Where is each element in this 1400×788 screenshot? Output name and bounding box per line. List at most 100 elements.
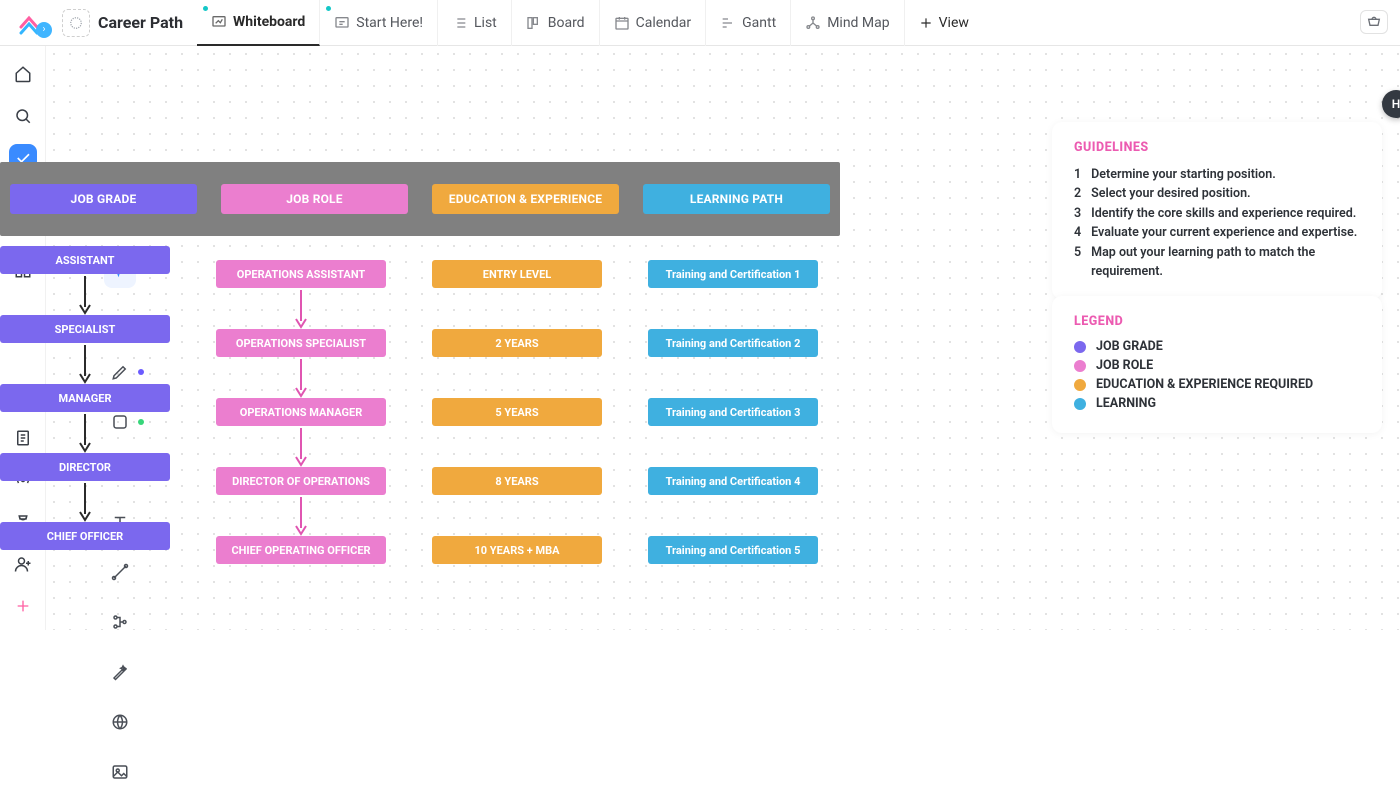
- tool-image[interactable]: [104, 756, 136, 788]
- guideline-number: 1: [1074, 165, 1081, 184]
- view-tab-label: Mind Map: [827, 15, 889, 31]
- header-learning: LEARNING PATH: [643, 184, 830, 214]
- card-job_grade[interactable]: DIRECTOR: [0, 453, 170, 481]
- card-job_role[interactable]: OPERATIONS ASSISTANT: [216, 260, 386, 288]
- tool-magic[interactable]: [104, 656, 136, 688]
- header-education: EDUCATION & EXPERIENCE: [432, 184, 619, 214]
- avatar[interactable]: H: [1382, 90, 1400, 118]
- column-job_grade: ASSISTANT SPECIALIST MANAGER DIRECTOR CHIEF …: [0, 246, 170, 564]
- guideline-number: 2: [1074, 184, 1081, 203]
- guideline-text: Determine your starting position.: [1091, 165, 1276, 184]
- view-tab-calendar[interactable]: Calendar: [600, 0, 707, 46]
- tool-web[interactable]: [104, 706, 136, 738]
- card-job_role[interactable]: OPERATIONS MANAGER: [216, 398, 386, 426]
- view-tab-label: List: [474, 15, 497, 31]
- view-tab-label: Board: [548, 15, 585, 31]
- arrow-icon: [216, 357, 386, 398]
- guideline-row: 2 Select your desired position.: [1074, 184, 1360, 203]
- legend-row: JOB ROLE: [1074, 358, 1360, 373]
- card-job_grade[interactable]: SPECIALIST: [0, 315, 170, 343]
- legend-color-dot: [1074, 360, 1086, 372]
- card-learning[interactable]: Training and Certification 2: [648, 329, 818, 357]
- guidelines-title: GUIDELINES: [1074, 140, 1360, 155]
- column-job_role: OPERATIONS ASSISTANT OPERATIONS SPECIALIS…: [216, 260, 386, 564]
- card-job_grade[interactable]: MANAGER: [0, 384, 170, 412]
- legend-row: JOB GRADE: [1074, 339, 1360, 354]
- view-tab-whiteboard[interactable]: Whiteboard: [197, 0, 320, 46]
- view-tab-label: Start Here!: [356, 15, 423, 31]
- page-title[interactable]: Career Path: [98, 13, 183, 32]
- view-tab-gantt[interactable]: Gantt: [706, 0, 791, 46]
- view-tab-mindmap[interactable]: Mind Map: [791, 0, 904, 46]
- card-education[interactable]: 10 YEARS + MBA: [432, 536, 602, 564]
- career-path-board: JOB GRADE JOB ROLE EDUCATION & EXPERIENC…: [0, 162, 840, 564]
- view-tab-start[interactable]: Start Here!: [320, 0, 438, 46]
- card-job_grade[interactable]: CHIEF OFFICER: [0, 522, 170, 550]
- header-job-grade: JOB GRADE: [10, 184, 197, 214]
- card-education[interactable]: ENTRY LEVEL: [432, 260, 602, 288]
- card-job_grade[interactable]: ASSISTANT: [0, 246, 170, 274]
- card-learning[interactable]: Training and Certification 4: [648, 467, 818, 495]
- arrow-icon: [216, 495, 386, 536]
- app-logo[interactable]: ›: [10, 10, 48, 36]
- page-icon-placeholder[interactable]: [62, 9, 90, 37]
- view-tab-label: Whiteboard: [233, 14, 305, 30]
- guideline-text: Evaluate your current experience and exp…: [1091, 223, 1357, 242]
- card-job_role[interactable]: DIRECTOR OF OPERATIONS: [216, 467, 386, 495]
- whiteboard-canvas[interactable]: JOB GRADE JOB ROLE EDUCATION & EXPERIENC…: [46, 46, 1400, 630]
- guideline-number: 5: [1074, 243, 1081, 282]
- column-gap: [432, 495, 602, 536]
- legend-row: LEARNING: [1074, 396, 1360, 411]
- topbar: › Career Path Whiteboard Start Here! List B…: [0, 0, 1400, 46]
- view-tabs: Whiteboard Start Here! List Board Calendar Ga…: [197, 0, 905, 46]
- arrow-icon: [0, 412, 170, 453]
- card-learning[interactable]: Training and Certification 5: [648, 536, 818, 564]
- column-gap: [432, 426, 602, 467]
- card-education[interactable]: 8 YEARS: [432, 467, 602, 495]
- card-education[interactable]: 2 YEARS: [432, 329, 602, 357]
- guideline-text: Map out your learning path to match the …: [1091, 243, 1360, 282]
- column-gap: [432, 357, 602, 398]
- guideline-row: 5 Map out your learning path to match the…: [1074, 243, 1360, 282]
- arrow-icon: [0, 274, 170, 315]
- column-gap: [648, 495, 818, 536]
- arrow-icon: [0, 481, 170, 522]
- guideline-text: Select your desired position.: [1091, 184, 1250, 203]
- legend-row: EDUCATION & EXPERIENCE REQUIRED: [1074, 377, 1360, 392]
- view-tab-board[interactable]: Board: [512, 0, 600, 46]
- guideline-number: 3: [1074, 204, 1081, 223]
- board-header: JOB GRADE JOB ROLE EDUCATION & EXPERIENC…: [0, 162, 840, 236]
- logo-expand-icon[interactable]: ›: [36, 22, 52, 38]
- view-tab-label: Calendar: [636, 15, 692, 31]
- view-tab-list[interactable]: List: [438, 0, 512, 46]
- guideline-text: Identify the core skills and experience …: [1091, 204, 1356, 223]
- card-education[interactable]: 5 YEARS: [432, 398, 602, 426]
- card-job_role[interactable]: OPERATIONS SPECIALIST: [216, 329, 386, 357]
- topbar-right-icon[interactable]: [1360, 10, 1388, 34]
- header-job-role: JOB ROLE: [221, 184, 408, 214]
- rail-add-icon[interactable]: [9, 592, 37, 620]
- tool-hierarchy[interactable]: [104, 606, 136, 638]
- card-job_role[interactable]: CHIEF OPERATING OFFICER: [216, 536, 386, 564]
- legend-label: LEARNING: [1096, 396, 1156, 411]
- arrow-icon: [0, 343, 170, 384]
- legend-label: EDUCATION & EXPERIENCE REQUIRED: [1096, 377, 1313, 392]
- rail-home-icon[interactable]: [9, 60, 37, 88]
- card-learning[interactable]: Training and Certification 3: [648, 398, 818, 426]
- legend-title: LEGEND: [1074, 314, 1360, 329]
- rail-search-icon[interactable]: [9, 102, 37, 130]
- column-learning: Training and Certification 1 Training and…: [648, 260, 818, 564]
- arrow-icon: [216, 288, 386, 329]
- legend-label: JOB ROLE: [1096, 358, 1153, 373]
- column-gap: [648, 288, 818, 329]
- legend-color-dot: [1074, 341, 1086, 353]
- arrow-icon: [216, 426, 386, 467]
- add-view-label: View: [939, 15, 969, 31]
- guidelines-panel: GUIDELINES 1 Determine your starting posi…: [1052, 122, 1382, 299]
- card-learning[interactable]: Training and Certification 1: [648, 260, 818, 288]
- legend-label: JOB GRADE: [1096, 339, 1163, 354]
- guideline-row: 3 Identify the core skills and experience…: [1074, 204, 1360, 223]
- add-view-button[interactable]: View: [905, 15, 983, 31]
- legend-panel: LEGEND JOB GRADE JOB ROLE EDUCATION & EXPE…: [1052, 296, 1382, 433]
- guideline-number: 4: [1074, 223, 1081, 242]
